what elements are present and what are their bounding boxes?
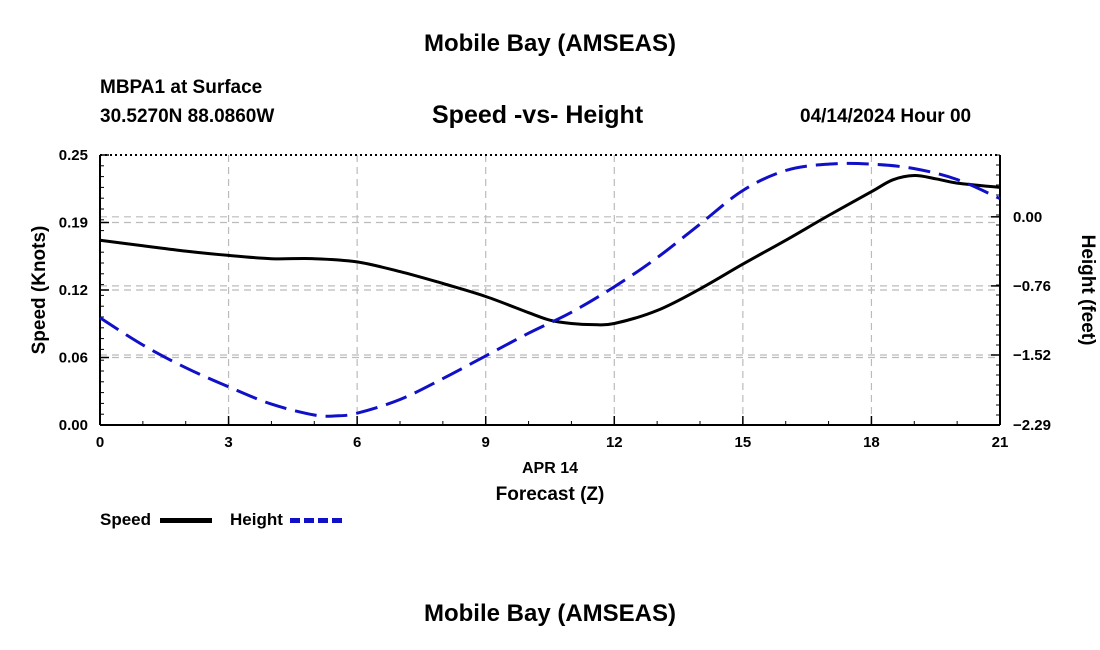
- x-tick-label: 9: [482, 434, 490, 451]
- y-left-tick-label: 0.00: [59, 417, 88, 434]
- y-right-tick-label: 0.00: [1013, 209, 1042, 226]
- chart-title: Speed -vs- Height: [432, 101, 644, 129]
- x-tick-label: 12: [606, 434, 623, 451]
- y-right-tick-label: −0.76: [1013, 278, 1051, 295]
- legend-height-label: Height: [230, 510, 283, 529]
- page-title: Mobile Bay (AMSEAS): [423, 30, 677, 57]
- x-tick-label: 18: [863, 434, 880, 451]
- y-left-tick-label: 0.06: [59, 350, 88, 367]
- y-left-tick-label: 0.25: [59, 147, 88, 164]
- x-axis-date-label: APR 14: [522, 460, 578, 477]
- y-axis-right-label: Height (feet): [1077, 235, 1098, 346]
- tick-labels: 0 3 6 9 12 15 18 21 0.00 0.06 0.12 0.19 0.25 −2.29 −1.…: [59, 147, 1051, 451]
- legend-speed-swatch: [160, 518, 212, 523]
- y-right-tick-label: −1.52: [1013, 347, 1051, 364]
- series-lines: [99, 161, 1001, 418]
- series-line-speed: [99, 173, 1001, 327]
- x-tick-label: 21: [992, 434, 1009, 451]
- forecast-datetime: 04/14/2024 Hour 00: [800, 106, 972, 127]
- y-left-tick-label: 0.19: [59, 215, 88, 232]
- legend-speed-label: Speed: [100, 510, 152, 529]
- series-line-height: [99, 161, 1001, 418]
- x-tick-label: 0: [96, 434, 104, 451]
- station-label: MBPA1 at Surface: [100, 77, 263, 98]
- y-right-tick-label: −2.29: [1013, 417, 1051, 434]
- x-tick-label: 15: [735, 434, 752, 451]
- y-left-tick-label: 0.12: [59, 282, 88, 299]
- footer-title: Mobile Bay (AMSEAS): [423, 600, 677, 627]
- x-tick-label: 3: [224, 434, 232, 451]
- x-axis-label: Forecast (Z): [496, 484, 605, 505]
- station-coordinates: 30.5270N 88.0860W: [100, 106, 275, 127]
- x-tick-label: 6: [353, 434, 361, 451]
- y-axis-left-label: Speed (Knots): [29, 226, 50, 355]
- legend-height-swatch: [290, 518, 342, 523]
- axes: [99, 154, 1001, 426]
